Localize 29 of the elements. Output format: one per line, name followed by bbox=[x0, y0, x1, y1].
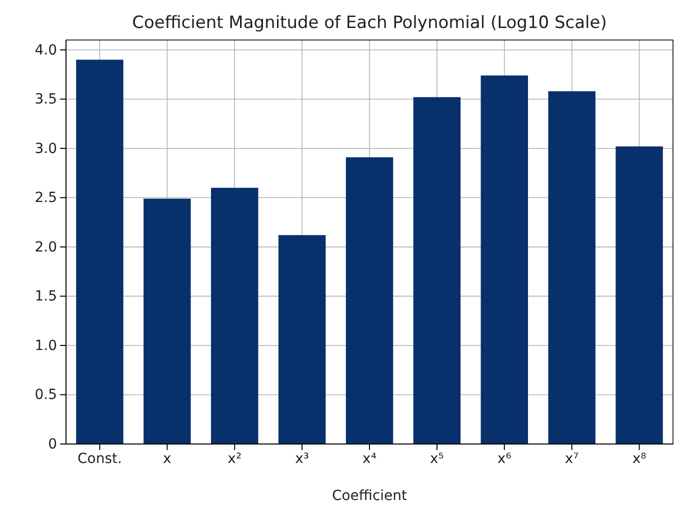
bar bbox=[144, 198, 191, 444]
y-tick-label: 1.0 bbox=[34, 338, 57, 354]
bar bbox=[413, 97, 461, 444]
y-tick-label: 4.0 bbox=[34, 42, 57, 58]
x-tick-label: x bbox=[163, 450, 172, 467]
x-tick-label: x⁶ bbox=[497, 450, 512, 467]
bar bbox=[480, 75, 528, 444]
chart-title: Coefficient Magnitude of Each Polynomial (Log10 Scale) bbox=[132, 13, 607, 33]
y-tick-label: 0 bbox=[48, 436, 57, 452]
bar bbox=[278, 235, 326, 444]
y-tick-label: 2.5 bbox=[34, 190, 57, 206]
x-axis-title: Coefficient bbox=[332, 488, 408, 504]
x-tick-label: Const. bbox=[77, 450, 122, 467]
y-tick-label: 1.5 bbox=[34, 288, 57, 305]
y-tick-label: 2.0 bbox=[34, 239, 57, 256]
y-tick-label: 3.0 bbox=[34, 140, 57, 157]
x-tick-label: x³ bbox=[295, 450, 310, 467]
bar bbox=[211, 188, 258, 444]
bar bbox=[616, 146, 663, 444]
x-tick-label: x⁷ bbox=[564, 450, 579, 467]
y-tick-label: 3.5 bbox=[34, 92, 57, 108]
x-tick-label: x² bbox=[228, 450, 242, 467]
y-tick-label: 0.5 bbox=[34, 387, 57, 404]
bar bbox=[548, 91, 596, 444]
x-tick-label: x⁴ bbox=[362, 450, 377, 467]
x-tick-label: x⁵ bbox=[430, 450, 444, 467]
x-tick-label: x⁸ bbox=[632, 450, 647, 467]
bar bbox=[346, 157, 394, 444]
bar bbox=[76, 60, 124, 444]
